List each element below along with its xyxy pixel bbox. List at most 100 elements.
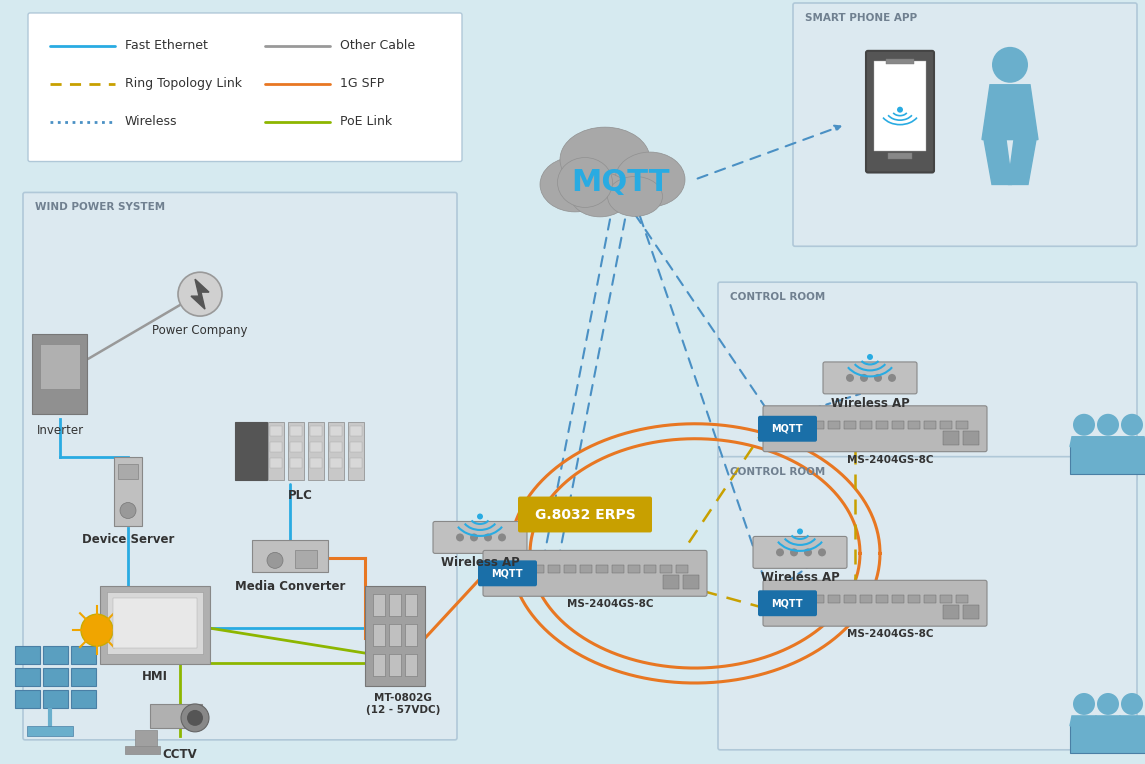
Circle shape bbox=[477, 513, 483, 520]
Ellipse shape bbox=[570, 172, 630, 217]
Circle shape bbox=[120, 503, 136, 519]
FancyBboxPatch shape bbox=[763, 581, 987, 626]
Bar bbox=[886, 59, 914, 64]
Text: SMART PHONE APP: SMART PHONE APP bbox=[805, 13, 917, 23]
Bar bbox=[1069, 723, 1145, 753]
Circle shape bbox=[181, 704, 210, 732]
Bar bbox=[860, 595, 872, 604]
Bar bbox=[40, 344, 80, 389]
Circle shape bbox=[1073, 414, 1095, 435]
Polygon shape bbox=[1118, 716, 1145, 726]
Bar bbox=[327, 422, 344, 480]
Text: G.8032 ERPS: G.8032 ERPS bbox=[535, 507, 635, 522]
Circle shape bbox=[1073, 693, 1095, 715]
Bar bbox=[389, 654, 401, 676]
Polygon shape bbox=[1118, 437, 1145, 447]
Text: PLC: PLC bbox=[287, 488, 313, 502]
Polygon shape bbox=[984, 140, 1012, 184]
Bar bbox=[874, 61, 926, 151]
Bar bbox=[627, 565, 640, 573]
Bar bbox=[643, 565, 656, 573]
Ellipse shape bbox=[558, 157, 613, 207]
Text: MQTT: MQTT bbox=[772, 598, 803, 608]
Bar bbox=[889, 153, 913, 159]
Bar bbox=[308, 422, 324, 480]
Polygon shape bbox=[1093, 437, 1122, 447]
Bar bbox=[113, 598, 197, 648]
Bar bbox=[663, 575, 679, 589]
Text: MQTT: MQTT bbox=[570, 168, 669, 197]
Bar bbox=[270, 458, 282, 468]
Circle shape bbox=[1121, 414, 1143, 435]
Bar bbox=[270, 426, 282, 435]
Bar bbox=[532, 565, 544, 573]
Bar bbox=[940, 595, 951, 604]
Bar bbox=[365, 586, 425, 686]
Bar bbox=[125, 746, 160, 754]
Text: MQTT: MQTT bbox=[491, 568, 523, 578]
Text: HMI: HMI bbox=[142, 670, 168, 683]
Bar bbox=[310, 442, 322, 452]
Bar bbox=[389, 594, 401, 617]
Bar bbox=[150, 704, 202, 728]
Bar bbox=[548, 565, 560, 573]
Bar bbox=[350, 458, 362, 468]
Bar bbox=[15, 668, 40, 686]
Polygon shape bbox=[191, 279, 210, 309]
Bar bbox=[405, 624, 417, 646]
Text: WIND POWER SYSTEM: WIND POWER SYSTEM bbox=[35, 202, 165, 212]
Bar bbox=[860, 421, 872, 429]
Bar bbox=[876, 595, 889, 604]
Bar bbox=[796, 421, 808, 429]
Bar bbox=[373, 624, 385, 646]
Circle shape bbox=[992, 47, 1028, 83]
Bar bbox=[44, 690, 68, 708]
FancyBboxPatch shape bbox=[23, 193, 457, 740]
Bar bbox=[135, 730, 157, 749]
Bar bbox=[780, 595, 792, 604]
Text: Fast Ethernet: Fast Ethernet bbox=[125, 40, 208, 53]
Bar bbox=[956, 595, 968, 604]
Polygon shape bbox=[982, 85, 1039, 140]
Text: Power Company: Power Company bbox=[152, 324, 247, 337]
Bar bbox=[564, 565, 576, 573]
Bar bbox=[71, 690, 96, 708]
Text: Media Converter: Media Converter bbox=[235, 581, 345, 594]
Text: Wireless AP: Wireless AP bbox=[441, 556, 520, 569]
Circle shape bbox=[846, 374, 854, 382]
Bar bbox=[516, 565, 528, 573]
Bar bbox=[963, 431, 979, 445]
Text: MS-2404GS-8C: MS-2404GS-8C bbox=[847, 630, 933, 639]
Text: 1G SFP: 1G SFP bbox=[340, 77, 385, 90]
Bar bbox=[812, 421, 824, 429]
Bar bbox=[44, 668, 68, 686]
FancyBboxPatch shape bbox=[518, 497, 652, 533]
Circle shape bbox=[860, 374, 868, 382]
Circle shape bbox=[776, 549, 784, 556]
Text: Inverter: Inverter bbox=[37, 424, 84, 437]
Bar bbox=[270, 442, 282, 452]
Bar bbox=[32, 334, 87, 414]
Bar bbox=[876, 421, 889, 429]
Circle shape bbox=[498, 533, 506, 542]
Bar bbox=[15, 690, 40, 708]
Bar bbox=[373, 594, 385, 617]
Ellipse shape bbox=[540, 157, 610, 212]
Text: MS-2404GS-8C: MS-2404GS-8C bbox=[567, 599, 654, 609]
Bar bbox=[943, 605, 960, 619]
Text: CCTV: CCTV bbox=[163, 748, 197, 761]
Circle shape bbox=[897, 107, 903, 112]
Circle shape bbox=[889, 374, 897, 382]
Text: MS-2404GS-8C: MS-2404GS-8C bbox=[847, 455, 933, 465]
FancyBboxPatch shape bbox=[866, 51, 934, 173]
Circle shape bbox=[804, 549, 812, 556]
Bar bbox=[348, 422, 364, 480]
Bar bbox=[796, 595, 808, 604]
Bar bbox=[295, 550, 317, 568]
Bar bbox=[676, 565, 688, 573]
FancyBboxPatch shape bbox=[758, 416, 818, 442]
FancyBboxPatch shape bbox=[823, 362, 917, 394]
Bar bbox=[290, 458, 302, 468]
Circle shape bbox=[790, 549, 798, 556]
Polygon shape bbox=[1008, 140, 1036, 184]
